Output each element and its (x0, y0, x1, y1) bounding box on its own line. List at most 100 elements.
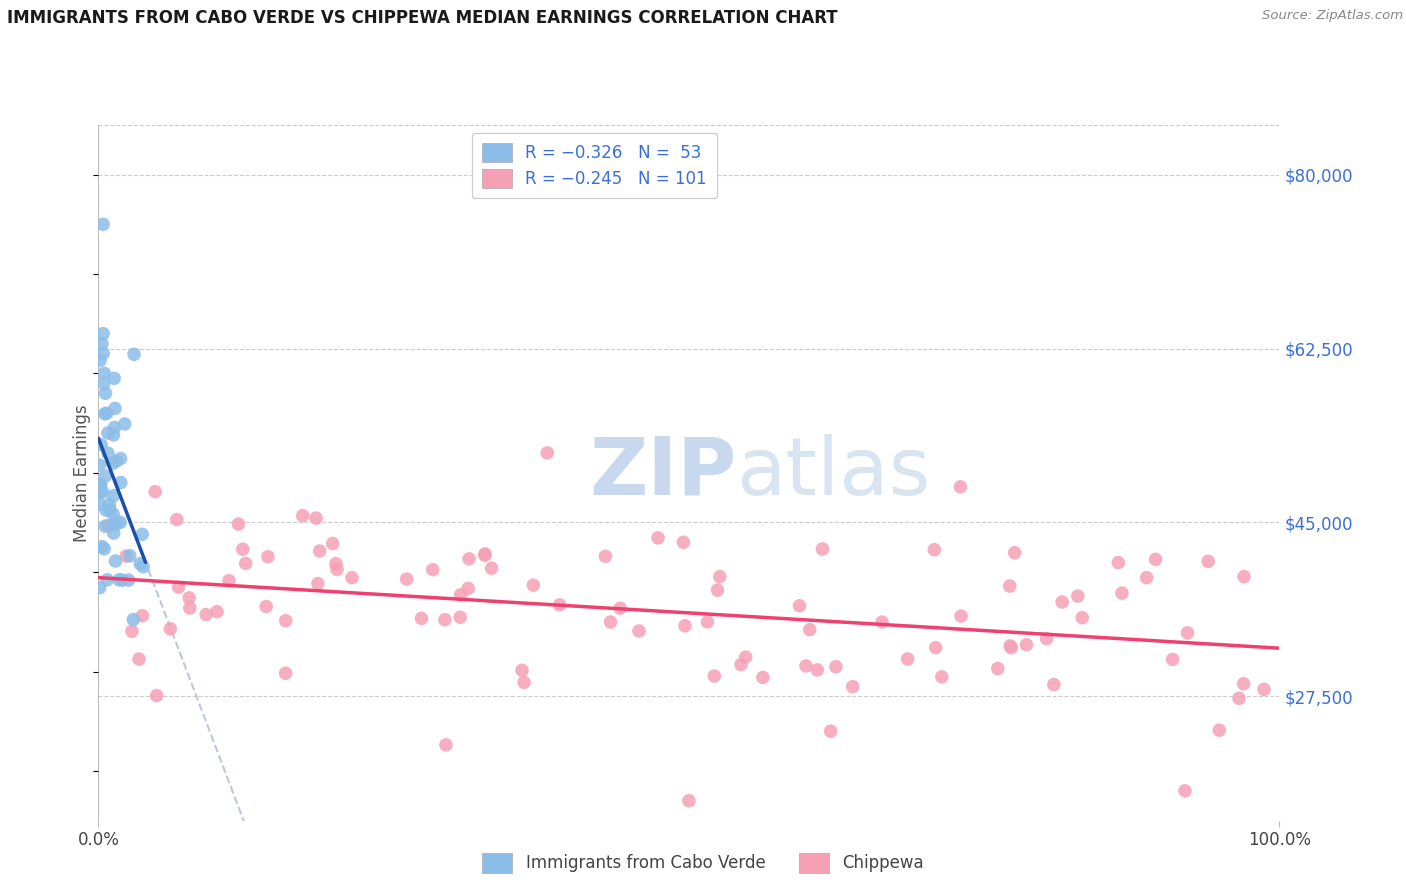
Point (93, 376, 115, 391)
Point (96, 573, 118, 587)
Point (931, 670, 953, 684)
Point (91, 326, 114, 341)
Point (307, 576, 329, 591)
Point (627, 624, 650, 638)
Point (706, 583, 728, 598)
Point (1015, 638, 1038, 652)
Point (97, 518, 120, 533)
Point (98, 497, 121, 511)
Point (114, 417, 136, 431)
Point (103, 517, 125, 532)
Point (308, 544, 330, 558)
Point (1107, 556, 1129, 570)
Point (101, 456, 124, 470)
Point (474, 547, 496, 561)
Point (678, 794, 700, 808)
Point (166, 512, 188, 526)
Point (94, 386, 117, 401)
Point (734, 650, 756, 665)
Point (1177, 626, 1199, 640)
Point (89, 497, 111, 511)
Point (110, 475, 132, 490)
Point (1043, 677, 1066, 691)
Text: ZIP: ZIP (589, 434, 737, 512)
Point (825, 659, 848, 673)
Point (949, 480, 972, 494)
Text: Source: ZipAtlas.com: Source: ZipAtlas.com (1263, 9, 1403, 22)
Point (93, 367, 115, 381)
Point (105, 454, 128, 468)
Point (548, 598, 571, 612)
Point (195, 607, 218, 622)
Point (274, 666, 297, 681)
Point (340, 571, 363, 585)
Point (1136, 571, 1159, 585)
Point (474, 549, 496, 563)
Point (922, 542, 945, 557)
Text: atlas: atlas (737, 434, 931, 512)
Point (128, 652, 150, 666)
Point (254, 599, 277, 614)
Point (98, 503, 121, 517)
Point (730, 657, 752, 672)
Point (513, 675, 536, 690)
Point (411, 611, 433, 625)
Text: IMMIGRANTS FROM CABO VERDE VS CHIPPEWA MEDIAN EARNINGS CORRELATION CHART: IMMIGRANTS FROM CABO VERDE VS CHIPPEWA M… (7, 9, 838, 27)
Point (1067, 589, 1090, 603)
Point (820, 724, 842, 739)
Point (110, 516, 132, 530)
Point (434, 738, 457, 752)
Point (395, 572, 418, 586)
Point (103, 526, 125, 541)
Point (91, 485, 114, 500)
Point (121, 624, 143, 639)
Point (103, 420, 125, 434)
Point (696, 615, 718, 629)
Point (103, 489, 125, 503)
Point (987, 662, 1010, 676)
Point (510, 663, 533, 677)
Point (93, 541, 115, 556)
Point (94, 519, 117, 533)
Point (1197, 554, 1219, 568)
Point (799, 623, 821, 637)
Point (1035, 632, 1057, 646)
Point (97, 446, 120, 460)
Point (673, 619, 696, 633)
Point (789, 599, 811, 613)
Point (752, 670, 775, 684)
Point (806, 663, 828, 677)
Point (422, 563, 444, 577)
Point (305, 511, 328, 525)
Point (132, 559, 155, 574)
Point (450, 588, 472, 602)
Point (794, 659, 817, 673)
Point (179, 591, 201, 605)
Legend: Immigrants from Cabo Verde, Chippewa: Immigrants from Cabo Verde, Chippewa (475, 847, 931, 880)
Point (1174, 784, 1197, 798)
Point (1050, 595, 1073, 609)
Point (94, 469, 117, 483)
Point (218, 574, 240, 588)
Point (925, 640, 948, 655)
Point (1253, 682, 1275, 697)
Point (811, 541, 834, 556)
Point (257, 549, 280, 564)
Point (274, 614, 297, 628)
Point (322, 536, 344, 550)
Point (129, 557, 152, 571)
Point (998, 639, 1021, 653)
Point (104, 401, 127, 416)
Point (145, 689, 167, 703)
Point (1161, 652, 1184, 666)
Point (118, 549, 141, 563)
Point (1233, 569, 1256, 583)
Point (458, 552, 481, 566)
Point (205, 605, 228, 619)
Point (91, 336, 114, 351)
Point (103, 371, 125, 385)
Point (131, 527, 153, 541)
Point (433, 613, 456, 627)
Point (96, 503, 118, 517)
Point (143, 484, 166, 499)
